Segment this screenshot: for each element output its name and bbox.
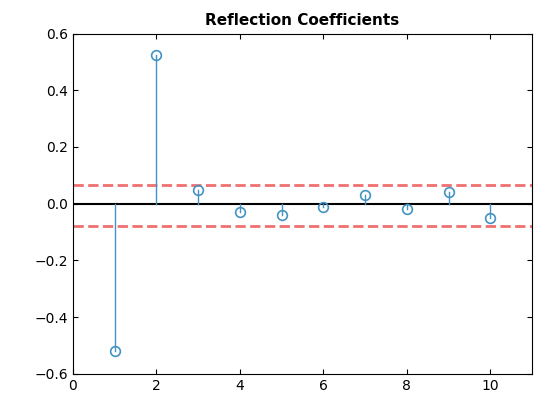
Title: Reflection Coefficients: Reflection Coefficients	[206, 13, 399, 28]
